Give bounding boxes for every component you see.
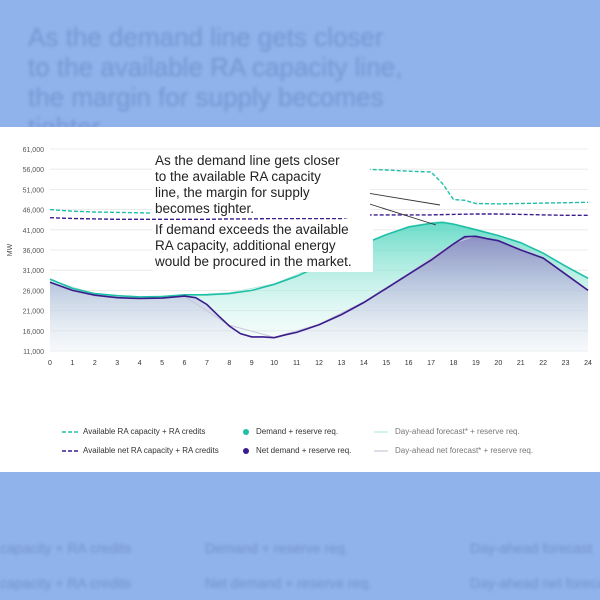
x-tick-label: 6 — [183, 360, 187, 367]
y-tick-label: 36,000 — [23, 248, 45, 255]
x-tick-label: 2 — [93, 360, 97, 367]
callout-line: would be procured in the market. — [155, 254, 352, 269]
x-tick-label: 10 — [270, 360, 278, 367]
y-tick-label: 26,000 — [23, 288, 45, 295]
background-legend-1: capacity + RA credits — [0, 540, 132, 556]
legend-label: Demand + reserve req. — [256, 427, 339, 436]
y-tick-label: 21,000 — [23, 309, 45, 316]
background-legend-5: Net demand + reserve req. — [205, 575, 372, 591]
chart-card: 11,000 16,000 21,000 26,000 31,000 36,000 41,0… — [0, 127, 600, 472]
x-tick-label: 4 — [138, 360, 142, 367]
background-legend-4: capacity + RA credits — [0, 575, 132, 591]
dashed-teal-swatch-icon — [62, 429, 78, 435]
y-tick-label: 51,000 — [23, 187, 45, 194]
x-tick-label: 24 — [584, 360, 592, 367]
x-tick-label: 1 — [70, 360, 74, 367]
x-tick-label: 7 — [205, 360, 209, 367]
x-tick-label: 15 — [382, 360, 390, 367]
x-tick-label: 21 — [517, 360, 525, 367]
background-legend-6: Day-ahead net forecast — [470, 575, 600, 591]
callout-tight-margin: As the demand line gets closer to the av… — [152, 152, 370, 218]
callout-line: to the available RA capacity — [155, 169, 321, 184]
y-tick-label: 31,000 — [23, 268, 45, 275]
callout-line: line, the margin for supply — [155, 185, 310, 200]
x-tick-label: 16 — [405, 360, 413, 367]
background-legend-2: Demand + reserve req. — [205, 540, 349, 556]
x-tick-label: 23 — [562, 360, 570, 367]
legend-demand: Demand + reserve req. — [243, 427, 338, 436]
y-tick-label: 56,000 — [23, 167, 45, 174]
x-tick-label: 5 — [160, 360, 164, 367]
y-tick-label: 16,000 — [23, 329, 45, 336]
x-tick-label: 12 — [315, 360, 323, 367]
x-tick-label: 19 — [472, 360, 480, 367]
y-tick-label: 46,000 — [23, 208, 45, 215]
legend-available-net-ra: Available net RA capacity + RA credits — [62, 446, 219, 455]
net-demand-area — [50, 236, 588, 351]
x-tick-label: 3 — [115, 360, 119, 367]
legend-label: Net demand + reserve req. — [256, 446, 352, 455]
net-demand-line — [49, 235, 589, 339]
x-tick-label: 13 — [338, 360, 346, 367]
legend-net-demand: Net demand + reserve req. — [243, 446, 351, 455]
legend-dayahead-forecast: Day-ahead forecast* + reserve req. — [374, 427, 520, 436]
x-tick-label: 11 — [293, 360, 300, 367]
callout-exceed-capacity: If demand exceeds the available RA capac… — [152, 220, 373, 272]
x-tick-label: 20 — [494, 360, 502, 367]
legend-label: Available RA capacity + RA credits — [83, 427, 206, 436]
legend-dayahead-net-forecast: Day-ahead net forecast* + reserve req. — [374, 446, 533, 455]
x-tick-label: 9 — [250, 360, 254, 367]
purple-dot-icon — [243, 447, 251, 454]
y-axis-label: MW — [7, 243, 14, 256]
legend-label: Day-ahead net forecast* + reserve req. — [395, 446, 534, 455]
y-tick-label: 61,000 — [23, 147, 45, 154]
light-teal-line-icon — [374, 429, 390, 435]
light-gray-line-icon — [374, 448, 390, 454]
teal-dot-icon — [243, 428, 251, 435]
dashed-purple-swatch-icon — [62, 448, 78, 454]
callout-line: becomes tighter. — [155, 201, 255, 216]
y-tick-label: 41,000 — [23, 228, 45, 235]
x-tick-label: 0 — [48, 360, 52, 367]
x-tick-label: 18 — [450, 360, 458, 367]
x-tick-label: 17 — [427, 360, 435, 367]
x-tick-label: 22 — [539, 360, 547, 367]
legend-label: Available net RA capacity + RA credits — [83, 446, 219, 455]
background-heading: As the demand line gets closer to the av… — [28, 22, 403, 142]
x-tick-label: 14 — [360, 360, 368, 367]
callout-line: If demand exceeds the available — [155, 222, 349, 237]
callout-line: RA capacity, additional energy — [155, 238, 336, 253]
x-tick-label: 8 — [227, 360, 231, 367]
y-tick-label: 11,000 — [23, 349, 44, 356]
background-legend-3: Day-ahead forecast — [470, 540, 593, 556]
legend-label: Day-ahead forecast* + reserve req. — [395, 427, 520, 436]
callout-line: As the demand line gets closer — [155, 153, 340, 168]
legend-available-ra: Available RA capacity + RA credits — [62, 427, 205, 436]
